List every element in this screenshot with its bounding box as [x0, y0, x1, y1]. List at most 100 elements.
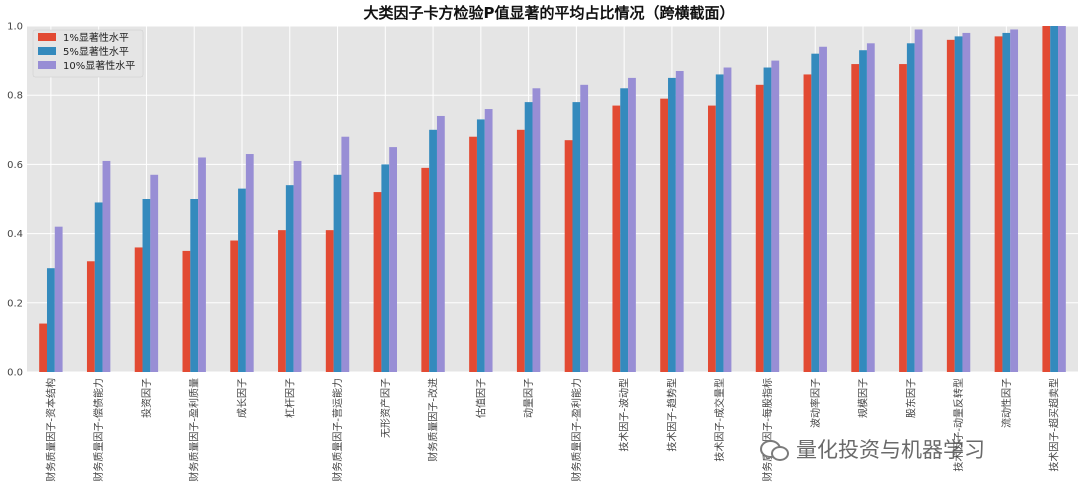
bar: [381, 164, 390, 372]
y-tick-label: 0.8: [7, 91, 23, 102]
bar: [668, 77, 676, 373]
bar: [811, 53, 820, 373]
y-tick-label: 0.6: [7, 160, 23, 171]
bar: [580, 84, 589, 372]
bar: [278, 230, 286, 372]
legend-label: 10%显著性水平: [63, 59, 135, 72]
x-axis: 财务质量因子-资本结构 财务质量因子-偿债能力 投资因子 财务质量因子-盈利质量 成长因…: [44, 378, 1060, 482]
bar: [803, 74, 812, 372]
bar: [771, 60, 780, 372]
x-tick-label: 技术因子-波动型: [618, 378, 631, 452]
x-tick-label: 技术因子-趋势型: [665, 378, 678, 452]
bar: [914, 29, 923, 373]
x-tick-label: 财务质量因子-盈利质量: [188, 378, 201, 482]
bar: [612, 105, 621, 372]
bar: [421, 167, 430, 372]
bar: [190, 199, 199, 372]
bars: [39, 26, 1066, 373]
bar: [1058, 26, 1066, 372]
bar: [245, 154, 254, 372]
bar: [1050, 26, 1059, 372]
bar: [675, 70, 684, 372]
bar: [946, 39, 955, 373]
bar: [723, 67, 732, 373]
bar: [469, 136, 477, 372]
x-tick-label: 财务质量因子-资本结构: [44, 378, 57, 482]
bar: [341, 136, 350, 372]
legend-swatch: [38, 61, 56, 69]
legend-swatch: [38, 47, 56, 55]
bar: [373, 192, 382, 372]
x-tick-label: 股东因子: [904, 378, 917, 418]
x-tick-label: 财务质量因子-改进: [427, 378, 440, 462]
legend-label: 5%显著性水平: [63, 45, 129, 58]
bar: [198, 157, 206, 372]
watermark-text: 量化投资与机器学习: [796, 438, 985, 462]
y-tick-label: 0.0: [7, 368, 23, 379]
bar: [851, 64, 860, 372]
chart-title: 大类因子卡方检验P值显著的平均占比情况（跨横截面）: [364, 4, 735, 22]
bar: [620, 88, 629, 372]
bar: [628, 77, 636, 373]
bar: [476, 119, 485, 372]
y-tick-label: 0.2: [7, 298, 23, 309]
x-tick-label: 波动率因子: [809, 378, 822, 428]
x-tick-label: 财务质量因子-每股指标: [761, 378, 774, 482]
x-tick-label: 技术因子-成交量型: [713, 378, 726, 462]
bar: [142, 199, 151, 372]
bar: [150, 174, 159, 372]
x-tick-label: 财务质量因子-盈利能力: [570, 378, 583, 482]
bar: [763, 67, 772, 373]
legend-box: [32, 29, 144, 78]
bar: [436, 115, 445, 373]
x-tick-label: 流动性因子: [1000, 378, 1013, 428]
bar: [325, 230, 334, 372]
x-tick-label: 杠杆因子: [283, 378, 296, 418]
x-tick-label: 技术因子-超买超卖型: [1048, 378, 1061, 472]
bar: [238, 188, 246, 372]
bar: [102, 160, 111, 372]
bar: [94, 202, 103, 372]
x-tick-label: 规模因子: [857, 378, 870, 418]
bar: [859, 50, 867, 372]
bar: [866, 43, 875, 373]
bar: [708, 105, 716, 372]
bar: [660, 98, 669, 372]
x-tick-label: 估值因子: [474, 378, 487, 418]
bar: [39, 323, 47, 372]
bar: [230, 240, 239, 372]
watermark: 量化投资与机器学习: [760, 434, 985, 464]
y-tick-label: 0.4: [7, 229, 23, 240]
bar: [524, 102, 533, 373]
bar: [532, 88, 541, 372]
bar: [134, 247, 143, 372]
y-axis: 0.0 0.2 0.4 0.6 0.8 1.0: [7, 22, 23, 379]
bar: [994, 36, 1003, 372]
bar: [819, 46, 827, 372]
x-tick-label: 无形资产因子: [379, 378, 392, 438]
bar: [564, 140, 573, 372]
x-tick-label: 成长因子: [236, 378, 248, 418]
bar: [906, 43, 915, 373]
bar: [86, 261, 95, 372]
bar: [54, 226, 63, 372]
bar: [899, 64, 907, 372]
bar: [46, 268, 55, 372]
bar: [1002, 32, 1011, 373]
legend-label: 1%显著性水平: [63, 31, 129, 44]
bar: [182, 250, 191, 372]
x-tick-label: 财务质量因子-偿债能力: [92, 378, 105, 482]
bar: [429, 129, 437, 372]
bar: [1010, 29, 1019, 373]
wechat-icon: [760, 438, 790, 461]
bar: [333, 174, 342, 372]
bar: [293, 160, 302, 372]
legend-swatch: [38, 33, 56, 41]
bar: [1042, 26, 1051, 372]
bar: [484, 109, 493, 372]
bar: [285, 185, 294, 372]
bar: [954, 36, 963, 372]
bar: [516, 129, 525, 372]
